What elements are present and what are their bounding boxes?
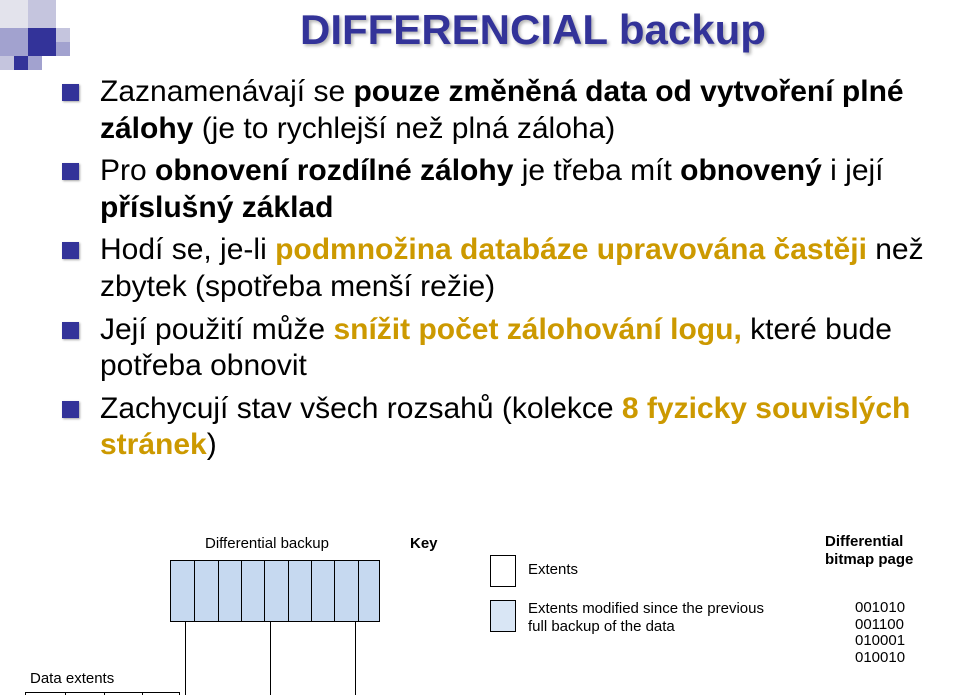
decor-square [0,0,28,28]
diff-backup-divider [358,561,359,621]
diff-bitmap-label: Differential bitmap page [825,533,955,569]
decor-square [28,0,56,28]
key-label: Key [410,535,438,552]
decor-square [28,28,56,56]
connector-line [270,622,271,695]
diff-backup-divider [194,561,195,621]
bitmap-value: 010010 [855,650,905,667]
key-extent-label: Extents [528,561,578,578]
key-extent-modified-label: Extents modified since the previous full… [528,600,778,636]
decor-square [56,28,70,42]
diff-bitmap-label-line1: Differential [825,533,903,550]
diff-backup-divider [311,561,312,621]
data-extents-label: Data extents [30,670,114,687]
decor-square [28,56,42,70]
key-extent-modified-box [490,600,516,632]
diagram: Differential backup Key Extents Extents … [0,525,960,695]
diff-backup-divider [264,561,265,621]
bullet-list: Zaznamenávají se pouze změněná data od v… [62,74,942,470]
bullet-item: Pro obnovení rozdílné zálohy je třeba mí… [62,153,942,226]
slide-title: DIFFERENCIAL backup [300,6,940,54]
diff-backup-box [170,560,380,622]
bitmap-value: 010001 [855,633,905,650]
decor-square [0,28,28,56]
bullet-item: Její použití může snížit počet zálohován… [62,312,942,385]
bullet-item: Hodí se, je-li podmnožina databáze uprav… [62,232,942,305]
bitmap-value: 001010 [855,600,905,617]
bullet-item: Zachycují stav všech rozsahů (kolekce 8 … [62,391,942,464]
decor-square [14,56,28,70]
diff-backup-label: Differential backup [205,535,329,552]
decor-square [56,42,70,56]
bullet-item: Zaznamenávají se pouze změněná data od v… [62,74,942,147]
diff-backup-divider [334,561,335,621]
diff-backup-divider [218,561,219,621]
diff-backup-divider [241,561,242,621]
bitmap-values: 001010001100010001010010 [855,600,905,666]
decor-square [0,56,14,70]
connector-line [185,622,186,695]
bitmap-value: 001100 [855,617,905,634]
diff-bitmap-label-line2: bitmap page [825,551,913,568]
slide: DIFFERENCIAL backup Zaznamenávají se pou… [0,0,960,695]
connector-line [355,622,356,695]
diff-backup-divider [288,561,289,621]
key-extent-box [490,555,516,587]
